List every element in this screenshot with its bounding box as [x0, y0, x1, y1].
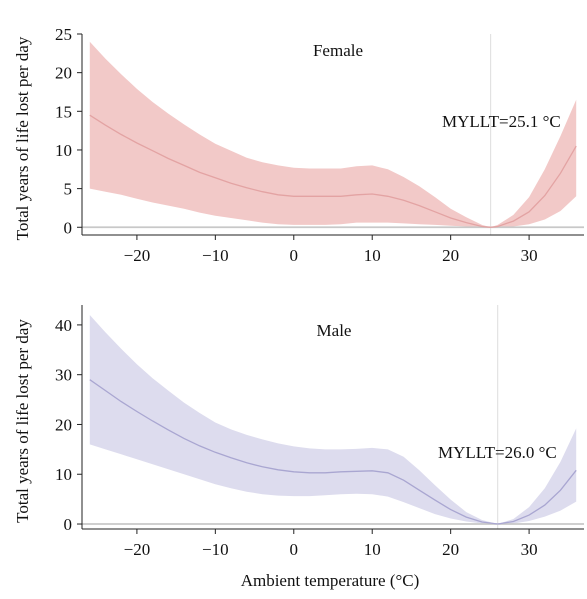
y-tick-label: 10 [55, 141, 72, 160]
x-tick-label: 0 [290, 540, 299, 559]
x-tick-label: −20 [124, 246, 151, 265]
y-tick-label: 40 [55, 316, 72, 335]
y-axis-label: Total years of life lost per day [13, 319, 32, 523]
x-axis-label: Ambient temperature (°C) [241, 571, 420, 590]
x-tick-label: 10 [364, 540, 381, 559]
y-tick-label: 25 [55, 25, 72, 44]
x-tick-label: 30 [521, 246, 538, 265]
x-tick-label: 10 [364, 246, 381, 265]
y-tick-label: 20 [55, 415, 72, 434]
y-tick-label: 10 [55, 465, 72, 484]
myllt-annotation: MYLLT=25.1 °C [442, 112, 561, 131]
x-tick-label: 20 [442, 540, 459, 559]
x-tick-label: −10 [202, 246, 229, 265]
y-tick-label: 5 [64, 180, 73, 199]
y-tick-label: 15 [55, 102, 72, 121]
x-tick-label: 20 [442, 246, 459, 265]
y-tick-label: 30 [55, 366, 72, 385]
y-tick-label: 0 [64, 218, 73, 237]
x-tick-label: −20 [124, 540, 151, 559]
confidence-band [89, 41, 577, 228]
panel-title: Male [317, 321, 352, 340]
y-tick-label: 20 [55, 64, 72, 83]
confidence-band [89, 315, 577, 524]
estimate-line [89, 379, 577, 525]
x-tick-label: 30 [521, 540, 538, 559]
y-tick-label: 0 [64, 515, 73, 534]
estimate-line [89, 114, 577, 228]
myllt-annotation: MYLLT=26.0 °C [438, 443, 557, 462]
x-tick-label: 0 [290, 246, 299, 265]
x-tick-label: −10 [202, 540, 229, 559]
panel-title: Female [313, 41, 363, 60]
y-axis-label: Total years of life lost per day [13, 36, 32, 240]
